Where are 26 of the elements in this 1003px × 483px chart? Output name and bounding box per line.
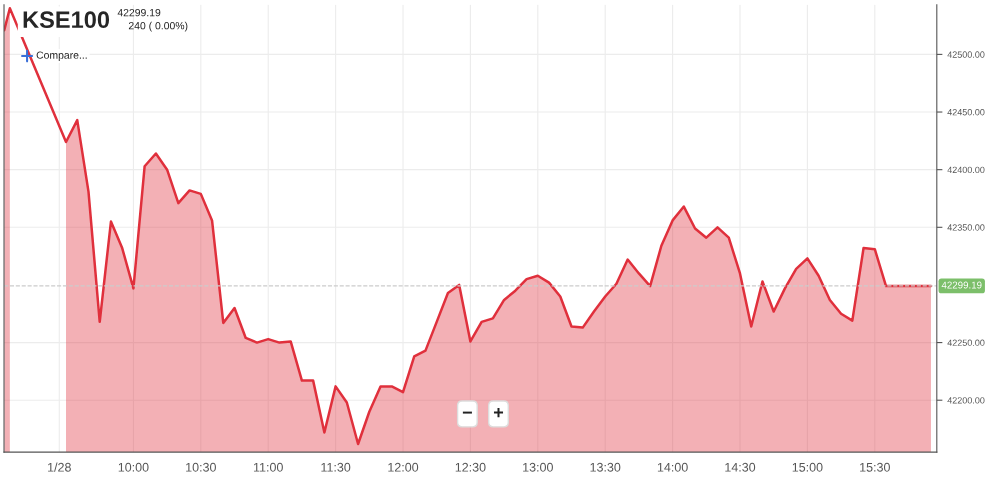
x-tick-label: 15:30 <box>860 462 890 472</box>
x-tick-label: 13:00 <box>523 462 553 472</box>
x-tick-label: 12:30 <box>455 462 486 472</box>
y-tick-label: 42400.00 <box>947 166 985 174</box>
annotation: − <box>462 411 472 414</box>
y-tick-label: 42200.00 <box>947 397 985 404</box>
y-tick-label: 42500.00 <box>947 51 985 58</box>
chart-title: KSE100 <box>23 11 110 29</box>
x-tick-label: 14:30 <box>725 462 756 472</box>
ref-line-label: 42299.19 <box>941 281 982 289</box>
x-tick-label: 11:00 <box>253 462 283 472</box>
chart-subtitle: 42299.19 <box>117 8 161 17</box>
y-tick-label: 42350.00 <box>947 224 985 231</box>
annotation: 240 ( 0.00%) <box>128 21 188 32</box>
y-tick-label: 42450.00 <box>947 109 985 116</box>
x-tick-label: 15:00 <box>792 462 823 472</box>
annotation: + <box>493 408 504 418</box>
annotation: Compare... <box>36 51 87 61</box>
x-tick-label: 12:00 <box>388 462 419 472</box>
x-tick-label: 1/28 <box>48 462 71 472</box>
x-tick-label: 10:30 <box>186 462 216 472</box>
y-tick-label: 42250.00 <box>947 339 985 346</box>
x-tick-label: 14:00 <box>657 462 688 472</box>
x-tick-label: 13:30 <box>590 462 621 472</box>
x-tick-label: 11:30 <box>321 462 351 472</box>
x-tick-label: 10:00 <box>118 462 149 472</box>
